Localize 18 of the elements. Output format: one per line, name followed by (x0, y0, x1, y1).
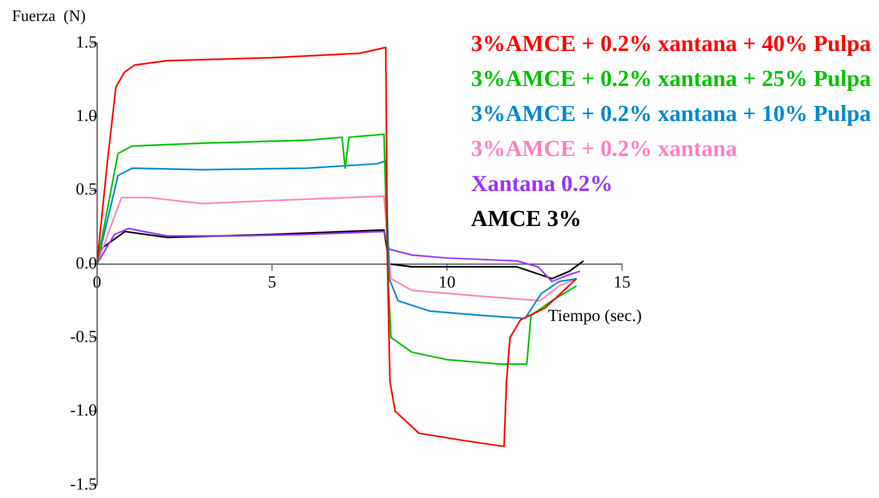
y-tick-label: 1.0 (76, 106, 97, 126)
text: 3%AMCE + 0.2% xantana + 10% Pulpa (471, 100, 871, 128)
text: 3%AMCE + 0.2% xantana + 25% Pulpa (471, 65, 871, 93)
y-tick-label: 1.5 (76, 32, 97, 52)
x-tick-label: 5 (268, 272, 276, 292)
y-axis-title: Fuerza (N) (12, 8, 86, 26)
text: 3%AMCE + 0.2% xantana (471, 135, 738, 163)
series-label: AMCE 3% (471, 205, 583, 233)
y-tick-label: 0.0 (76, 253, 97, 272)
x-tick-label: 10 (438, 272, 456, 292)
x-tick-label: 15 (614, 272, 630, 292)
y-tick-label: -1.0 (70, 400, 97, 420)
text: Xantana 0.2% (471, 170, 614, 198)
x-axis-title: Tiempo (sec.) (548, 306, 642, 326)
y-tick-label: 0.5 (76, 180, 97, 199)
text: 3%AMCE + 0.2% xantana + 40% Pulpa (471, 30, 871, 58)
y-tick-label: -1.5 (70, 474, 97, 494)
y-tick-label: -0.5 (70, 327, 97, 346)
